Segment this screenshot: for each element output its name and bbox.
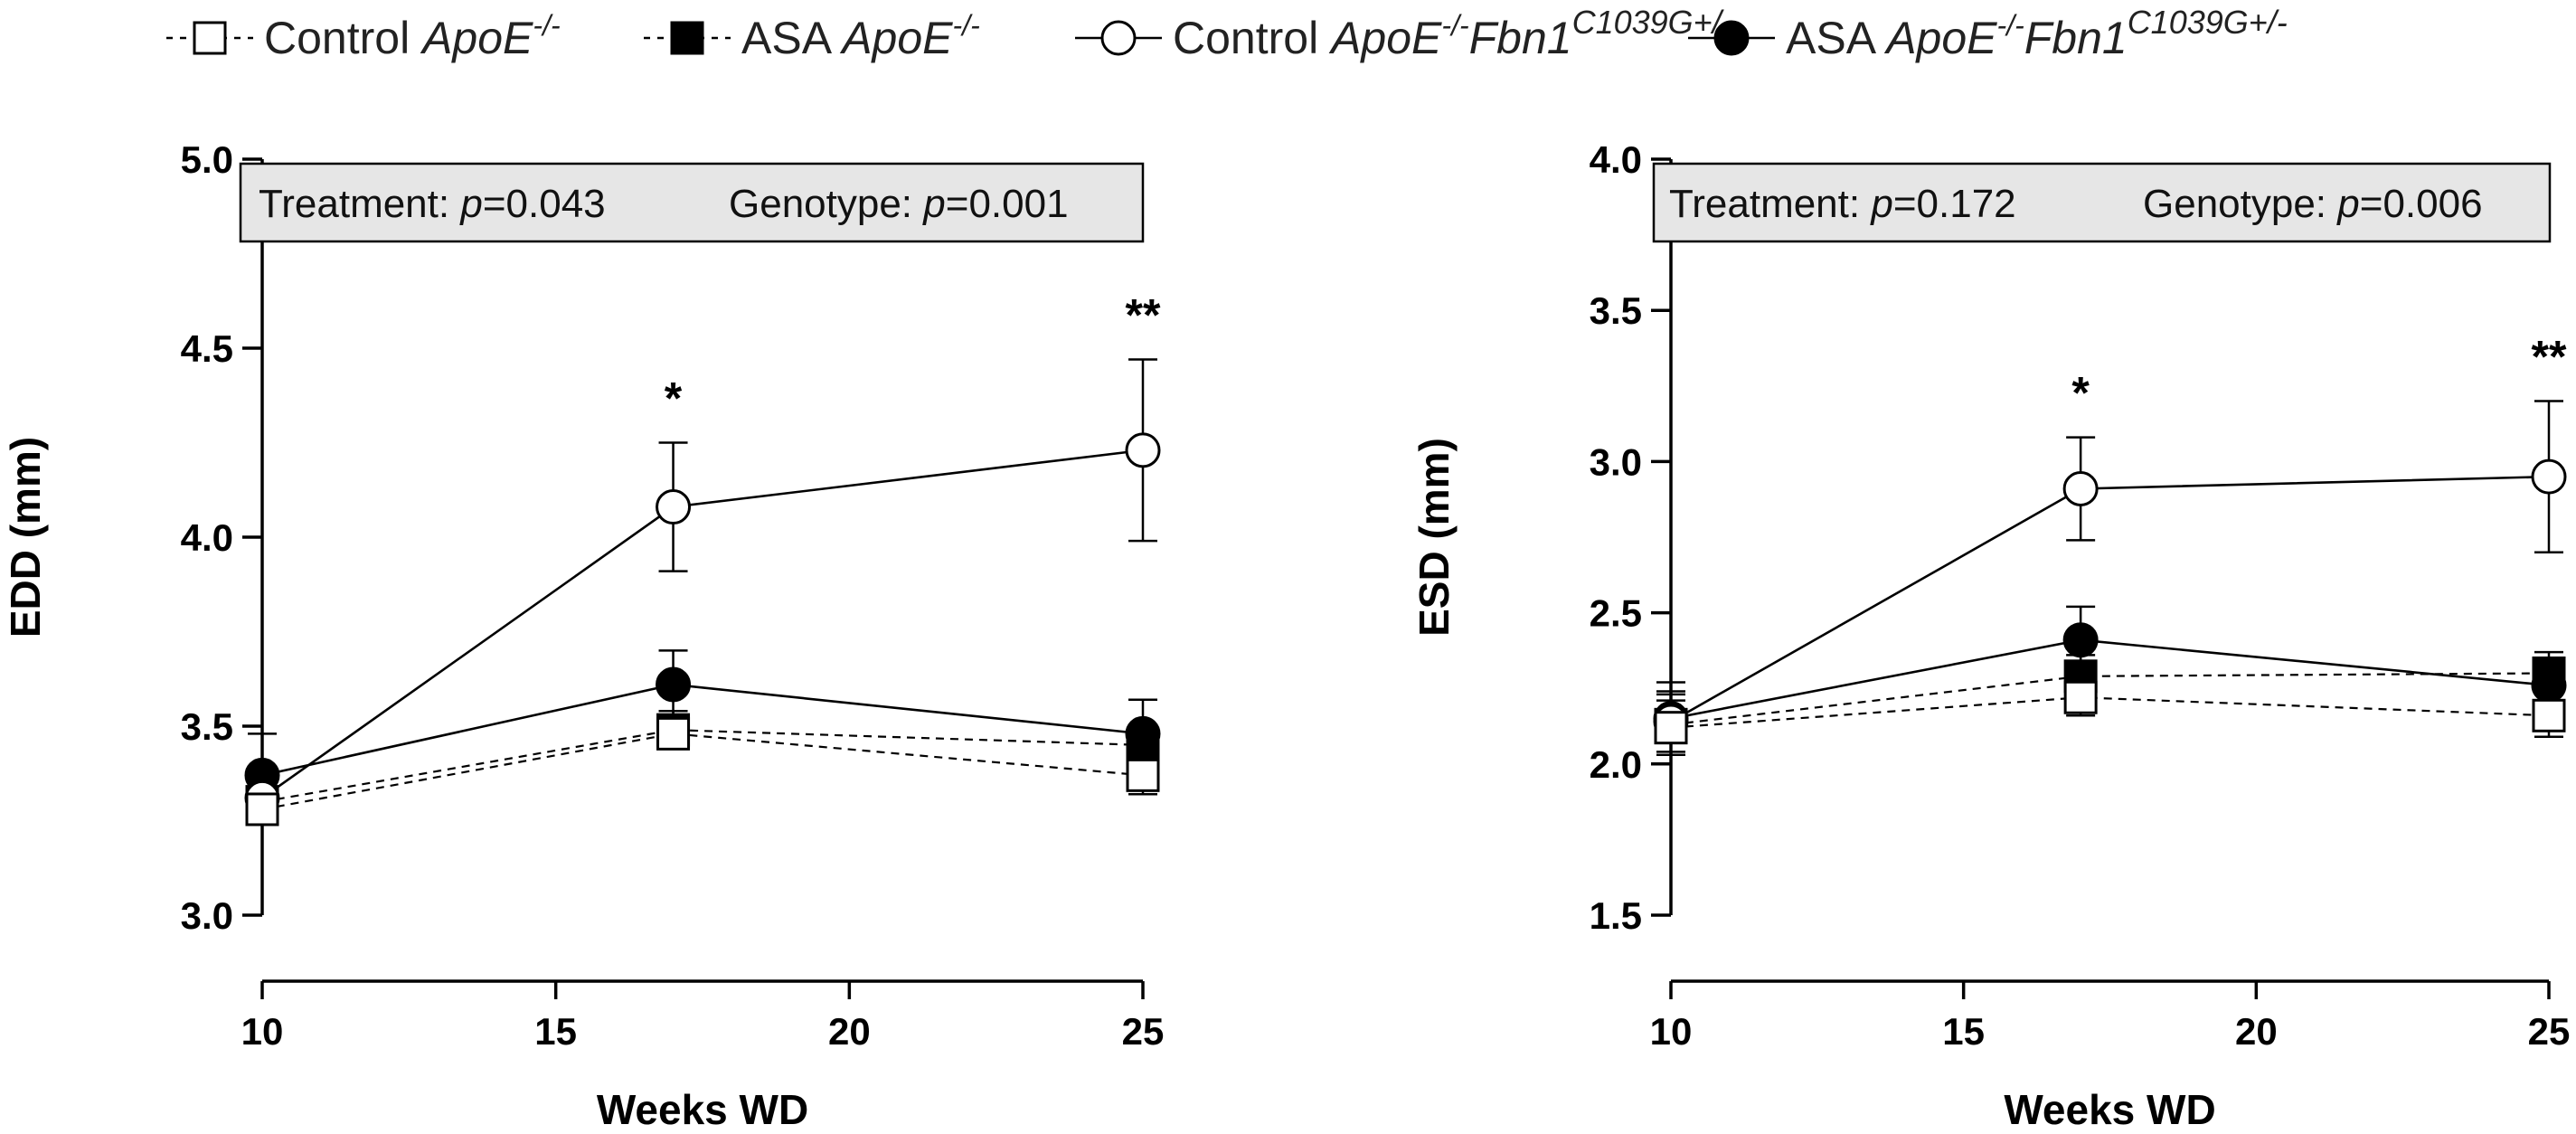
legend-treatment: ASA <box>741 13 842 63</box>
data-point <box>2062 470 2099 506</box>
legend-item-control-apoe: Control ApoE-/- <box>166 9 561 63</box>
legend-marker <box>193 21 227 55</box>
legend-item-asa-apoe: ASA ApoE-/- <box>644 9 980 63</box>
p-symbol: p <box>921 182 945 226</box>
legend-fbn: Fbn1 <box>1469 13 1572 63</box>
legend-fbn-sup: C1039G+/- <box>2128 4 2288 41</box>
data-point <box>2532 698 2566 732</box>
markers-series-0 <box>1654 680 2566 745</box>
significance-marker: * <box>665 373 683 424</box>
legend: Control ApoE-/- ASA ApoE-/- Control ApoE-/… <box>166 4 2288 63</box>
legend-label: ASA ApoE-/- <box>741 9 980 63</box>
genotype-label: Genotype: <box>2143 182 2337 226</box>
data-point <box>2063 680 2098 714</box>
significance-marker: ** <box>2532 332 2567 383</box>
y-axis-label: EDD (mm) <box>2 437 49 638</box>
treatment-stat: Treatment: p=0.043 <box>259 182 606 226</box>
p-symbol: p <box>458 182 482 226</box>
treatment-label: Treatment: <box>259 182 460 226</box>
legend-treatment: ASA <box>1786 13 1886 63</box>
genotype-p-value: =0.001 <box>946 182 1069 226</box>
legend-genotype: ApoE <box>1883 13 1997 63</box>
treatment-stat: Treatment: p=0.172 <box>1669 182 2016 226</box>
x-axis-label: Weeks WD <box>597 1086 808 1133</box>
y-axis-label: ESD (mm) <box>1411 438 1458 637</box>
x-tick-label: 15 <box>534 1010 577 1053</box>
data-point <box>1125 432 1161 468</box>
legend-item-asa-apoe-fbn1: ASA ApoE-/-Fbn1C1039G+/- <box>1688 4 2288 63</box>
p-symbol: p <box>2335 182 2359 226</box>
data-point <box>656 716 691 751</box>
data-point <box>2531 458 2567 495</box>
legend-genotype-sup: -/- <box>1997 9 2024 42</box>
data-point <box>1126 758 1160 792</box>
y-tick-label: 1.5 <box>1590 894 1642 937</box>
treatment-p-value: =0.043 <box>483 182 606 226</box>
genotype-stat: Genotype: p=0.001 <box>729 182 1069 226</box>
legend-marker <box>670 21 704 55</box>
y-tick-label: 4.0 <box>1590 138 1642 181</box>
legend-label: Control ApoE-/- <box>264 9 561 63</box>
y-tick-label: 4.5 <box>181 327 233 370</box>
legend-label: ASA ApoE-/-Fbn1C1039G+/- <box>1786 4 2288 63</box>
data-point <box>2532 656 2566 690</box>
series-line-1 <box>261 729 1144 803</box>
data-point <box>656 666 692 703</box>
legend-genotype-sup: -/- <box>1441 9 1468 42</box>
y-tick-label: 3.5 <box>1590 289 1642 332</box>
treatment-p-value: =0.172 <box>1893 182 2016 226</box>
markers-series-0 <box>245 716 1160 827</box>
data-point <box>656 489 692 525</box>
legend-genotype: ApoE <box>839 13 953 63</box>
x-tick-label: 15 <box>1942 1010 1985 1053</box>
x-tick-label: 10 <box>1650 1010 1693 1053</box>
data-point <box>245 792 279 827</box>
y-tick-label: 3.5 <box>181 705 233 748</box>
x-tick-label: 10 <box>241 1010 284 1053</box>
y-tick-label: 4.0 <box>181 516 233 559</box>
legend-fbn: Fbn1 <box>2024 13 2128 63</box>
legend-label: Control ApoE-/-Fbn1C1039G+/- <box>1173 4 1732 63</box>
legend-marker <box>1713 20 1750 56</box>
data-point <box>1654 711 1688 745</box>
legend-treatment: Control <box>264 13 422 63</box>
legend-marker <box>1100 20 1137 56</box>
y-tick-label: 3.0 <box>1590 440 1642 483</box>
y-tick-label: 2.5 <box>1590 592 1642 635</box>
legend-treatment: Control <box>1173 13 1331 63</box>
significance-marker: * <box>2071 368 2090 419</box>
legend-fbn-sup: C1039G+/- <box>1572 4 1732 41</box>
legend-genotype: ApoE <box>420 13 533 63</box>
x-tick-label: 20 <box>2235 1010 2278 1053</box>
x-axis-label: Weeks WD <box>2004 1086 2215 1133</box>
significance-marker: ** <box>1126 290 1161 341</box>
genotype-label: Genotype: <box>729 182 923 226</box>
stats-box <box>1652 162 2552 243</box>
x-tick-label: 25 <box>1122 1010 1165 1053</box>
legend-genotype-sup: -/- <box>953 9 980 42</box>
edd-panel: 3.0 3.5 4.0 4.5 5.0 10 15 20 25 Weeks WD EDD (mm) T… <box>2 138 1165 1133</box>
stats-box <box>239 162 1145 243</box>
y-tick-label: 2.0 <box>1590 743 1642 786</box>
data-point <box>1126 728 1160 762</box>
legend-genotype: ApoE <box>1328 13 1442 63</box>
x-tick-label: 25 <box>2528 1010 2571 1053</box>
legend-item-control-apoe-fbn1: Control ApoE-/-Fbn1C1039G+/- <box>1075 4 1732 63</box>
x-tick-label: 20 <box>828 1010 871 1053</box>
genotype-stat: Genotype: p=0.006 <box>2143 182 2483 226</box>
legend-genotype-sup: -/- <box>533 9 560 42</box>
p-symbol: p <box>1869 182 1892 226</box>
y-tick-label: 3.0 <box>181 894 233 937</box>
y-tick-label: 5.0 <box>181 138 233 181</box>
treatment-label: Treatment: <box>1669 182 1871 226</box>
data-point <box>2062 622 2099 658</box>
genotype-p-value: =0.006 <box>2360 182 2483 226</box>
